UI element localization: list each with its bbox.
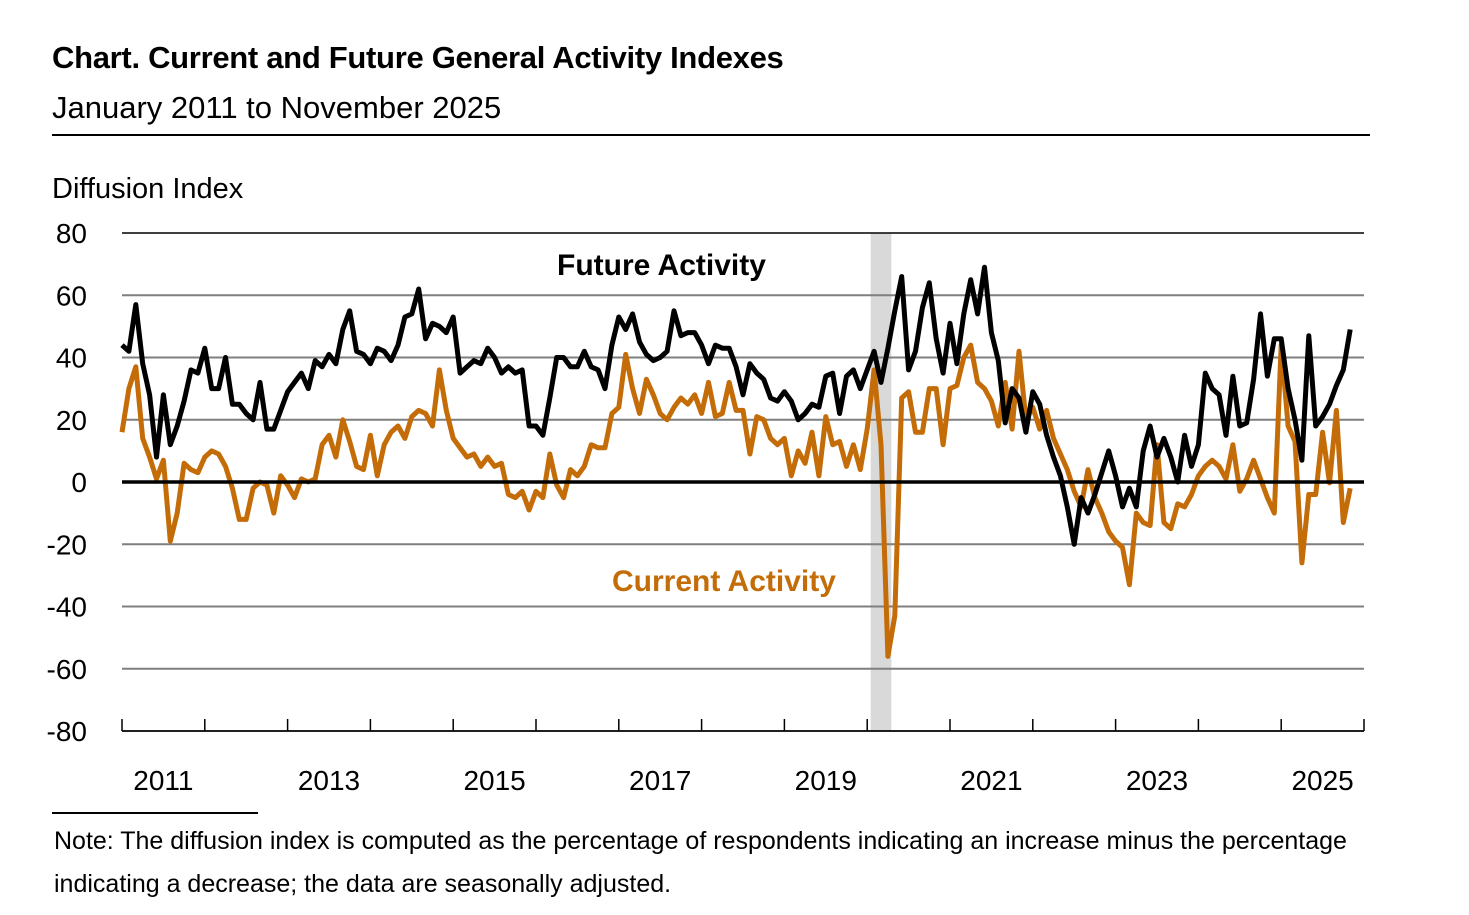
x-tick-label: 2013 [298, 765, 360, 796]
y-tick-label: -20 [47, 529, 87, 560]
y-tick-label: 60 [56, 280, 87, 311]
y-tick-label: -80 [47, 716, 87, 747]
y-tick-label: 0 [71, 467, 87, 498]
y-tick-label: -60 [47, 654, 87, 685]
chart-title: Chart. Current and Future General Activi… [52, 40, 784, 75]
series-label-current-activity: Current Activity [612, 565, 836, 598]
y-tick-label: 20 [56, 405, 87, 436]
x-tick-label: 2023 [1126, 765, 1188, 796]
x-tick-label: 2019 [795, 765, 857, 796]
y-tick-label: 80 [56, 218, 87, 249]
y-axis-label: Diffusion Index [52, 173, 244, 205]
note-divider [52, 812, 258, 814]
series-line-future-activity [120, 264, 1353, 547]
series-line-current-activity [119, 342, 1353, 659]
title-divider [52, 134, 1370, 136]
x-tick-label: 2021 [960, 765, 1022, 796]
chart-note: Note: The diffusion index is computed as… [54, 827, 1347, 898]
series-label-future-activity: Future Activity [557, 249, 766, 282]
x-tick-label: 2025 [1291, 765, 1353, 796]
x-tick-label: 2015 [463, 765, 525, 796]
y-tick-label: -40 [47, 592, 87, 623]
x-tick-label: 2017 [629, 765, 691, 796]
x-tick-label: 2011 [133, 765, 193, 796]
y-tick-label: 40 [56, 343, 87, 374]
chart-subtitle: January 2011 to November 2025 [52, 90, 502, 125]
